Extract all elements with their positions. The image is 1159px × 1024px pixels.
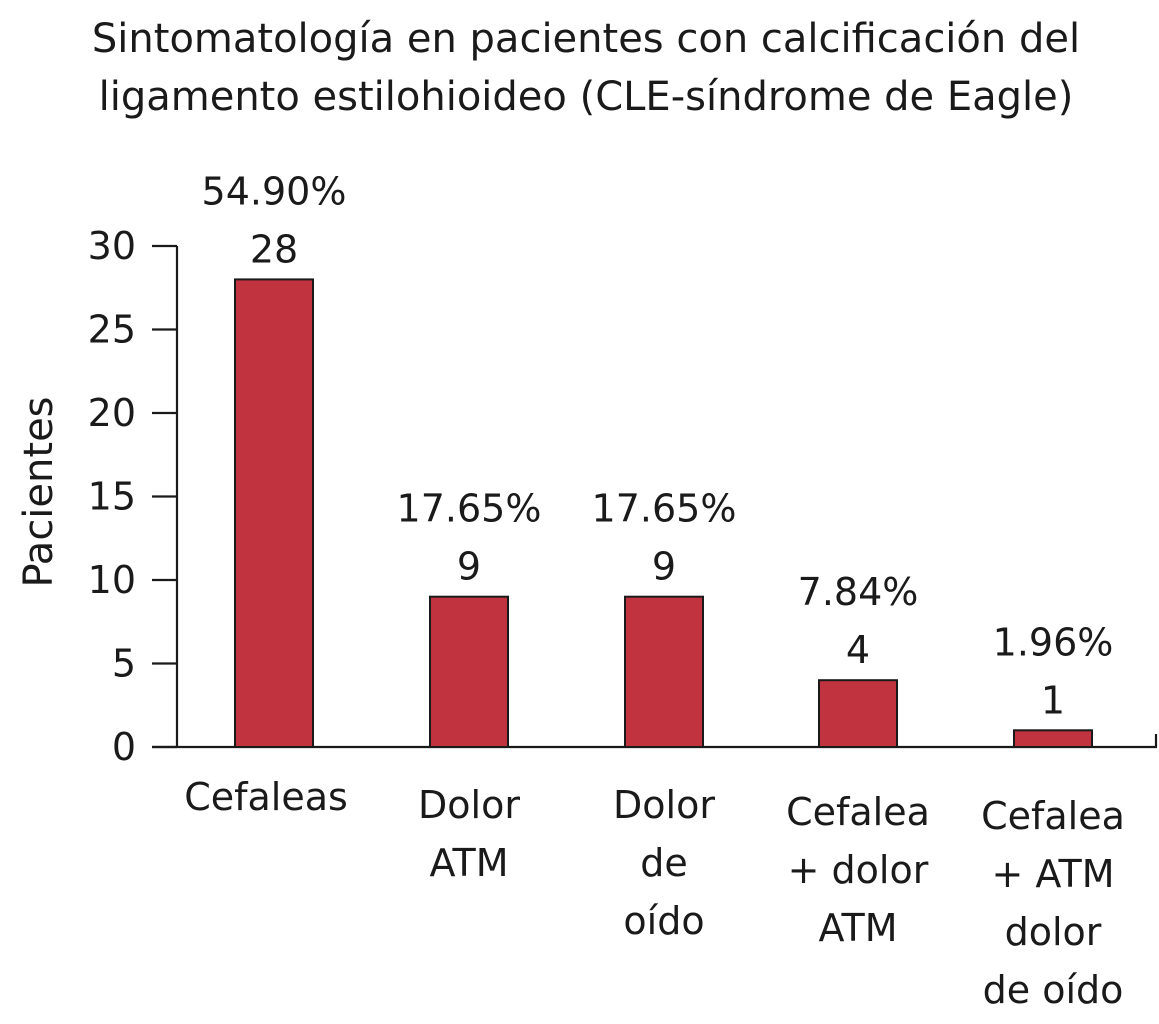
y-axis: 0 5 10 15 20 25 30 — [88, 224, 179, 769]
x-category-label-line: Dolor — [418, 783, 520, 827]
bar-value-label: 9 — [457, 545, 481, 589]
bar-value-label: 1 — [1041, 678, 1065, 722]
y-tick-label: 20 — [88, 391, 136, 435]
x-category-label-line: dolor — [1005, 910, 1102, 954]
x-category-label: Cefalea + ATM dolor de oído — [981, 794, 1125, 1012]
y-tick-label: 5 — [112, 642, 136, 686]
y-tick-label: 10 — [88, 558, 136, 602]
bars — [234, 278, 1093, 749]
bar-value-label: 28 — [250, 227, 298, 271]
y-tick-label: 15 — [88, 475, 136, 519]
x-category-label: Dolor de oído — [613, 783, 715, 943]
y-tick-label: 30 — [88, 224, 136, 268]
category-labels: Cefaleas Dolor ATM Dolor de oído Cefalea + dolo… — [184, 775, 1125, 1012]
bar-percent-label: 54.90% — [202, 169, 347, 213]
x-category-label-line: Cefaleas — [184, 775, 348, 819]
bar-percent-label: 1.96% — [993, 620, 1114, 664]
chart-title-line: ligamento estilohioideo (CLE-síndrome de… — [99, 74, 1074, 120]
x-category-label-line: Cefalea — [981, 794, 1125, 838]
chart-title-line: Sintomatología en pacientes con calcific… — [92, 16, 1080, 62]
x-category-label-line: ATM — [818, 906, 897, 950]
bar-labels: 28 54.90% 9 17.65% 9 17.65% 4 7.84% 1 1.96% — [202, 169, 1114, 722]
x-category-label-line: de oído — [983, 968, 1124, 1012]
x-category-label-line: Cefalea — [786, 790, 930, 834]
bar — [624, 595, 704, 749]
x-category-label-line: ATM — [429, 841, 508, 885]
bar — [818, 679, 898, 749]
x-category-label-line: Dolor — [613, 783, 715, 827]
bar-percent-label: 17.65% — [592, 487, 737, 531]
x-category-label: Cefalea + dolor ATM — [786, 790, 930, 950]
chart-title: Sintomatología en pacientes con calcific… — [92, 16, 1080, 120]
bar — [234, 278, 314, 748]
x-category-label-line: oído — [623, 899, 704, 943]
x-category-label-line: + ATM — [992, 852, 1115, 896]
x-category-label: Cefaleas — [184, 775, 348, 819]
bar-value-label: 4 — [846, 628, 870, 672]
bar-value-label: 9 — [652, 545, 676, 589]
x-category-label-line: + dolor — [788, 848, 929, 892]
y-tick-label: 0 — [112, 725, 136, 769]
bar-percent-label: 17.65% — [397, 487, 542, 531]
y-axis-label: Pacientes — [16, 396, 62, 587]
y-tick-label: 25 — [88, 308, 136, 352]
bar-percent-label: 7.84% — [798, 570, 919, 614]
x-category-label-line: de — [640, 841, 688, 885]
x-category-label: Dolor ATM — [418, 783, 520, 885]
bar — [1013, 729, 1093, 748]
bar — [429, 595, 509, 749]
